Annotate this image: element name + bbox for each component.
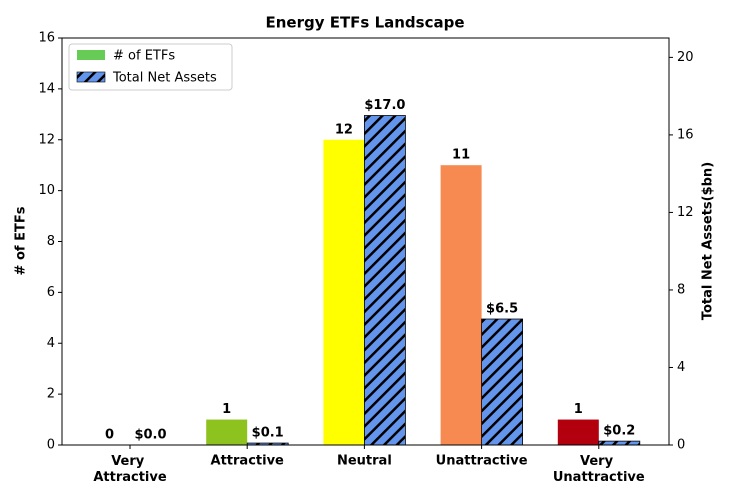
plot-frame [61, 37, 670, 446]
data-label: $17.0 [364, 98, 405, 113]
y2-tick-label: 8 [677, 282, 685, 297]
y-tick-label: 14 [38, 81, 55, 96]
y2-tick-label: 0 [677, 438, 685, 453]
bar [557, 419, 599, 445]
legend-label: Total Net Assets [112, 71, 217, 86]
data-label: 12 [335, 122, 353, 137]
data-label: $0.1 [252, 426, 284, 441]
x-tick-label: Very Unattractive [553, 454, 645, 485]
x-tick-label: Very Attractive [93, 454, 167, 485]
y-tick-label: 6 [47, 285, 55, 300]
bar [440, 165, 482, 445]
data-label: 1 [574, 402, 583, 417]
y2-tick-label: 16 [677, 127, 694, 142]
data-label: $6.5 [486, 302, 518, 317]
bar [206, 419, 248, 445]
legend-label: # of ETFs [113, 49, 175, 64]
data-label: $0.2 [603, 424, 635, 439]
y-tick-label: 2 [47, 387, 55, 402]
data-label: 0 [105, 428, 114, 443]
legend-swatch [77, 50, 105, 60]
bar [598, 440, 641, 446]
legend-box [68, 43, 233, 91]
y2-axis-label: Total Net Assets($bn) [701, 162, 716, 320]
x-tick-label: Attractive [211, 454, 285, 469]
y2-tick-label: 4 [677, 360, 685, 375]
y-tick-label: 0 [47, 438, 55, 453]
x-tick-label: Neutral [337, 454, 392, 469]
data-label: 1 [222, 402, 231, 417]
chart-title: Energy ETFs Landscape [265, 14, 464, 32]
bar [363, 115, 406, 446]
y2-tick-label: 20 [677, 50, 694, 65]
y-tick-label: 12 [38, 132, 55, 147]
y-axis-label: # of ETFs [14, 206, 29, 275]
y-tick-label: 16 [38, 31, 55, 46]
y-tick-label: 4 [47, 336, 55, 351]
y2-tick-label: 12 [677, 205, 694, 220]
y-tick-label: 10 [38, 183, 55, 198]
data-label: $0.0 [134, 428, 166, 443]
y-tick-label: 8 [47, 234, 55, 249]
bar [481, 318, 524, 446]
legend-swatch [76, 71, 106, 83]
data-label: 11 [452, 148, 470, 163]
bar [323, 139, 365, 445]
x-tick-label: Unattractive [436, 454, 528, 469]
